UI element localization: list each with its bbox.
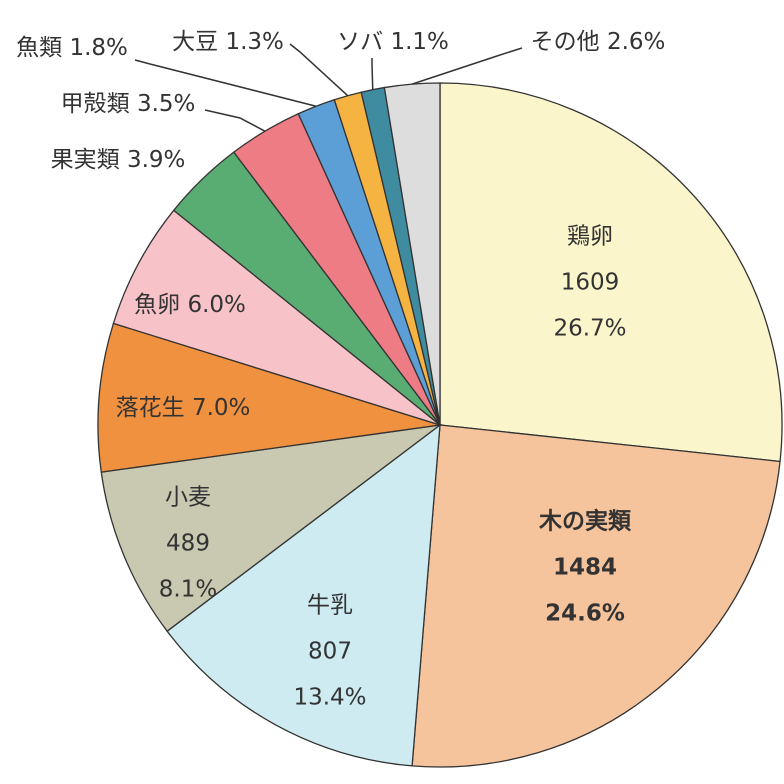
pie-slice [411,424,781,768]
pie-slice [97,322,441,473]
percent-label: 3.9% [127,147,185,173]
percent-label: 1.8% [69,35,127,61]
slice-label: 26.7% [553,316,626,342]
slice-label: 魚類 1.8% [16,35,128,61]
slice-label: 24.6% [545,601,625,627]
pie-slice [383,82,441,426]
pie-slice [166,423,441,767]
category-name: 落花生 [116,395,185,421]
slice-label: 牛乳 [307,593,353,619]
category-name: ソバ [337,29,383,55]
pie-slice [112,209,441,426]
category-name: 魚類 [16,35,62,61]
slice-label: 807 [308,639,352,665]
slice-label: その他 2.6% [531,29,666,55]
percent-label: 1.1% [390,29,448,55]
leader-line [411,47,523,85]
leader-line [204,109,266,132]
slice-label: 489 [166,531,210,557]
leader-line [134,59,317,107]
percent-label: 6.0% [187,292,245,318]
slice-label: 木の実類 [538,508,632,535]
slice-label: ソバ 1.1% [337,29,449,55]
slice-label: 鶏卵 [567,224,613,250]
percent-label: 7.0% [192,395,250,421]
category-name: 果実類 [51,147,120,173]
slice-label: 大豆 1.3% [172,29,284,55]
slice-label: 落花生 7.0% [116,395,251,421]
slice-label: 魚卵 6.0% [134,292,246,318]
pie-slice [439,82,783,463]
category-name: 大豆 [172,29,218,55]
category-name: 魚卵 [134,292,180,318]
slice-label: 1484 [553,555,617,581]
percent-label: 3.5% [137,91,195,117]
category-name: 甲殻類 [61,91,130,117]
slice-label: 果実類 3.9% [51,147,186,173]
pie-slice [100,424,443,633]
category-name: その他 [531,29,600,55]
slice-label: 小麦 [165,485,211,511]
leader-line [289,43,349,97]
slice-label: 8.1% [159,577,217,603]
percent-label: 1.3% [225,29,283,55]
slice-label: 13.4% [293,685,366,711]
slice-label: 甲殻類 3.5% [61,91,196,117]
leader-line [371,58,374,90]
slice-label: 1609 [561,270,620,296]
percent-label: 2.6% [607,29,665,55]
